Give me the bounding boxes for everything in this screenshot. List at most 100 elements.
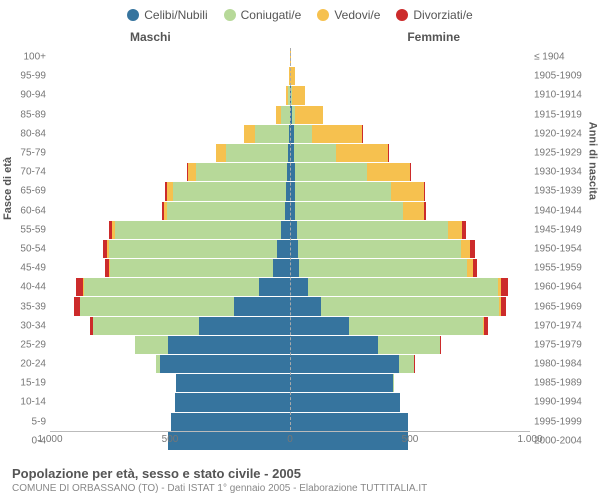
x-tick-label: 1.000: [517, 434, 542, 445]
female-half: [290, 48, 530, 66]
male-half: [50, 278, 290, 296]
male-half: [50, 202, 290, 220]
bar-segment-divorziati: [410, 163, 411, 181]
bar-segment-divorziati: [424, 202, 426, 220]
birth-year-label: ≤ 1904: [534, 52, 594, 63]
bar-segment-divorziati: [388, 144, 389, 162]
male-half: [50, 413, 290, 431]
female-half: [290, 336, 530, 354]
bar-segment-coniugati: [295, 182, 391, 200]
female-half: [290, 221, 530, 239]
bar-segment-celibi: [175, 393, 290, 411]
birth-year-label: 2000-2004: [534, 435, 594, 446]
legend: Celibi/Nubili Coniugati/e Vedovi/e Divorzia…: [0, 0, 600, 26]
age-label: 10-14: [10, 397, 46, 408]
female-half: [290, 163, 530, 181]
female-half: [290, 259, 530, 277]
caption-title: Popolazione per età, sesso e stato civil…: [12, 466, 588, 481]
legend-item-coniugati: Coniugati/e: [224, 8, 302, 22]
bar-segment-celibi: [199, 317, 290, 335]
birth-year-label: 1905-1909: [534, 71, 594, 82]
male-half: [50, 125, 290, 143]
bar-segment-celibi: [171, 413, 290, 431]
bar-segment-coniugati: [110, 259, 273, 277]
male-half: [50, 393, 290, 411]
female-half: [290, 317, 530, 335]
bar-segment-coniugati: [378, 336, 440, 354]
bar-segment-coniugati: [135, 336, 167, 354]
bar-segment-vedovi: [295, 106, 323, 124]
age-label: 20-24: [10, 359, 46, 370]
age-label: 90-94: [10, 90, 46, 101]
male-half: [50, 355, 290, 373]
age-label: 75-79: [10, 148, 46, 159]
male-half: [50, 106, 290, 124]
bar-segment-celibi: [281, 221, 290, 239]
age-label: 65-69: [10, 186, 46, 197]
bar-segment-coniugati: [281, 106, 289, 124]
legend-item-celibi: Celibi/Nubili: [127, 8, 207, 22]
bar-segment-celibi: [290, 297, 321, 315]
population-pyramid-chart: Celibi/Nubili Coniugati/e Vedovi/e Divorzia…: [0, 0, 600, 500]
caption: Popolazione per età, sesso e stato civil…: [12, 466, 588, 494]
bar-segment-celibi: [290, 355, 399, 373]
bar-segment-coniugati: [167, 202, 285, 220]
male-half: [50, 86, 290, 104]
bar-segment-divorziati: [462, 221, 465, 239]
birth-year-label: 1950-1954: [534, 243, 594, 254]
age-label: 95-99: [10, 71, 46, 82]
bar-segment-vedovi: [461, 240, 471, 258]
female-half: [290, 67, 530, 85]
bar-segment-divorziati: [484, 317, 487, 335]
bar-segment-coniugati: [294, 125, 312, 143]
bar-segment-celibi: [290, 374, 393, 392]
age-label: 100+: [10, 52, 46, 63]
bar-segment-celibi: [234, 297, 290, 315]
birth-year-label: 1925-1929: [534, 148, 594, 159]
plot-area: 100+≤ 190495-991905-190990-941910-191485…: [50, 48, 530, 430]
center-line: [290, 48, 291, 430]
female-half: [290, 278, 530, 296]
x-axis: 1.00050005001.000: [50, 431, 530, 450]
bar-segment-coniugati: [298, 240, 461, 258]
x-tick-label: 1.000: [37, 434, 62, 445]
bar-segment-coniugati: [84, 278, 259, 296]
x-tick-label: 500: [162, 434, 179, 445]
bar-segment-vedovi: [336, 144, 388, 162]
age-label: 40-44: [10, 282, 46, 293]
bar-segment-coniugati: [299, 259, 467, 277]
bar-segment-coniugati: [196, 163, 287, 181]
bar-segment-coniugati: [294, 144, 336, 162]
age-label: 70-74: [10, 167, 46, 178]
legend-label: Vedovi/e: [334, 8, 380, 22]
female-half: [290, 86, 530, 104]
male-half: [50, 221, 290, 239]
legend-item-divorziati: Divorziati/e: [396, 8, 472, 22]
bar-segment-coniugati: [80, 297, 234, 315]
bar-segment-celibi: [259, 278, 290, 296]
birth-year-label: 1980-1984: [534, 359, 594, 370]
legend-item-vedovi: Vedovi/e: [317, 8, 380, 22]
age-label: 50-54: [10, 243, 46, 254]
bar-segment-coniugati: [93, 317, 199, 335]
legend-swatch: [224, 9, 236, 21]
bar-segment-coniugati: [255, 125, 289, 143]
bar-segment-coniugati: [226, 144, 288, 162]
male-half: [50, 182, 290, 200]
birth-year-label: 1960-1964: [534, 282, 594, 293]
female-half: [290, 297, 530, 315]
female-half: [290, 240, 530, 258]
male-half: [50, 48, 290, 66]
age-label: 25-29: [10, 339, 46, 350]
bar-segment-coniugati: [297, 221, 448, 239]
male-half: [50, 374, 290, 392]
female-half: [290, 144, 530, 162]
bar-segment-celibi: [277, 240, 290, 258]
caption-subtitle: COMUNE DI ORBASSANO (TO) - Dati ISTAT 1°…: [12, 483, 588, 494]
age-label: 5-9: [10, 416, 46, 427]
bar-segment-coniugati: [109, 240, 277, 258]
birth-year-label: 1990-1994: [534, 397, 594, 408]
female-half: [290, 355, 530, 373]
bar-segment-celibi: [176, 374, 290, 392]
age-label: 60-64: [10, 205, 46, 216]
